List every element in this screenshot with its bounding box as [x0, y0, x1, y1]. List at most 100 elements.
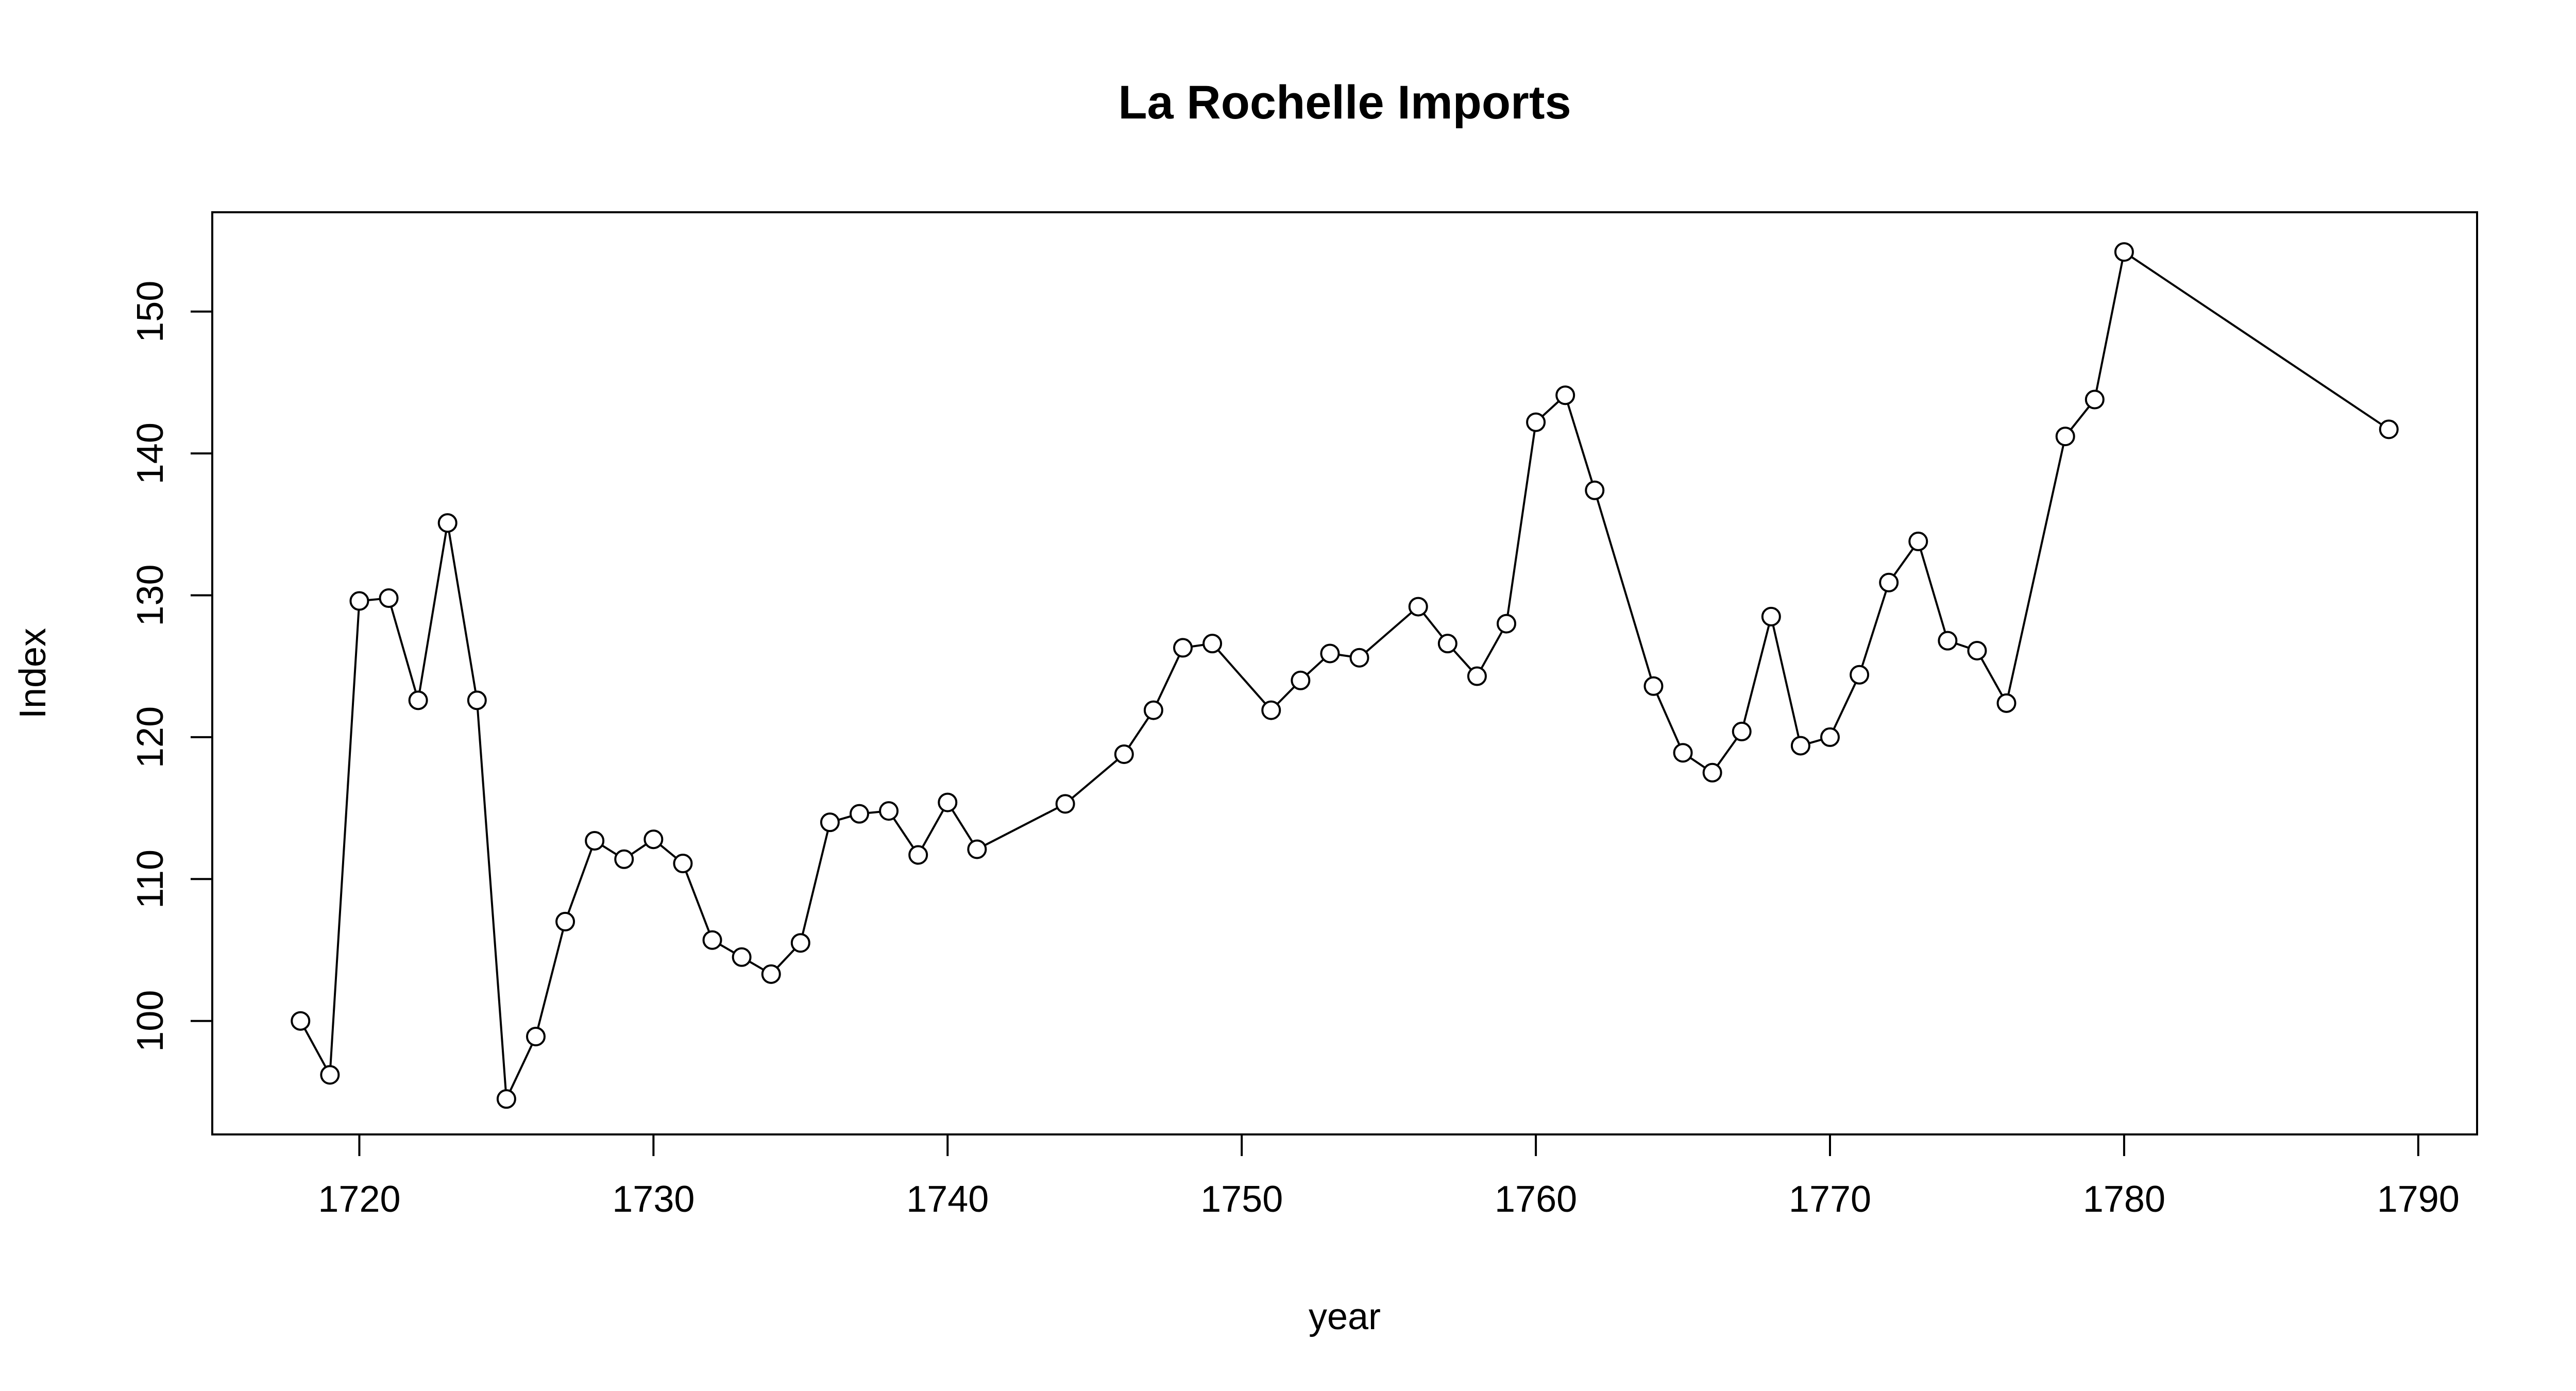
data-point	[1879, 572, 1899, 592]
data-point	[1320, 643, 1340, 664]
series-segment	[509, 1044, 533, 1092]
series-segment	[1656, 693, 1681, 745]
data-point	[790, 933, 810, 953]
data-point	[555, 911, 575, 931]
y-axis: 100 110 120 130 140 150	[130, 281, 213, 1052]
series-segment	[1980, 657, 2003, 696]
data-point	[1761, 606, 1781, 626]
series-segment	[659, 844, 677, 859]
data-point	[908, 845, 928, 865]
series-segment	[1808, 738, 1822, 744]
data-point	[702, 930, 722, 950]
data-point	[379, 588, 399, 608]
data-point	[585, 830, 605, 851]
series-segment	[2007, 445, 2065, 695]
series-segment	[921, 809, 944, 848]
series-segment	[1191, 643, 1204, 648]
x-tick-label: 1760	[1495, 1179, 1577, 1220]
y-tick-label: 140	[130, 422, 171, 484]
series-segment	[776, 948, 795, 969]
series-segment	[749, 960, 765, 971]
series-segment	[390, 606, 417, 692]
series-segment	[1156, 655, 1180, 703]
data-point	[408, 690, 428, 710]
series-segment	[1338, 653, 1351, 658]
data-point	[1497, 614, 1516, 634]
series-segment	[1217, 649, 1266, 705]
data-point	[1673, 743, 1693, 763]
data-point	[320, 1065, 340, 1085]
data-point	[2114, 242, 2134, 262]
data-point	[1349, 648, 1369, 668]
series-segment	[2070, 405, 2090, 431]
x-tick-label: 1770	[1789, 1179, 1871, 1220]
y-tick-label: 150	[130, 281, 171, 343]
data-point	[2084, 389, 2105, 410]
series-segment	[303, 1028, 327, 1068]
series-segment	[1452, 649, 1472, 671]
y-tick-label: 130	[130, 564, 171, 626]
series-segment	[1716, 738, 1738, 767]
data-point	[1408, 597, 1428, 617]
data-point	[1820, 727, 1840, 747]
data-point	[614, 849, 634, 869]
data-point	[1790, 736, 1810, 756]
series-segment	[631, 843, 647, 855]
data-point	[1437, 634, 1458, 654]
x-tick-label: 1720	[318, 1179, 400, 1220]
x-tick-label: 1750	[1200, 1179, 1283, 1220]
series-segment	[868, 810, 880, 814]
series-segment	[567, 849, 593, 914]
series-segment	[448, 531, 477, 692]
series-segment	[1422, 613, 1443, 638]
plot-frame	[211, 211, 2478, 1135]
data-point	[967, 839, 987, 859]
data-point	[1643, 676, 1664, 696]
data-point	[1173, 638, 1193, 658]
series-segment	[951, 809, 974, 843]
series-segment	[418, 531, 447, 692]
data-point	[1202, 634, 1223, 654]
data-point	[1908, 531, 1928, 551]
data-point	[1732, 721, 1752, 741]
data-point	[437, 513, 457, 533]
data-point	[1555, 385, 1575, 405]
data-point	[1850, 665, 1870, 685]
data-point	[761, 964, 781, 984]
data-point	[1143, 700, 1163, 720]
data-point	[526, 1026, 546, 1046]
data-point	[1055, 794, 1075, 814]
series-segment	[1920, 549, 1946, 633]
series-segment	[1567, 403, 1594, 483]
series	[291, 242, 2399, 1109]
y-axis-label: Index	[12, 628, 54, 719]
series-segment	[1541, 400, 1560, 417]
series-segment	[1772, 624, 1800, 738]
series-segment	[719, 943, 735, 954]
series-segment	[984, 807, 1058, 846]
x-tick-label: 1740	[906, 1179, 989, 1220]
y-tick-label: 120	[130, 706, 171, 768]
series-segment	[368, 598, 380, 601]
series-segment	[2095, 260, 2124, 392]
data-point	[2379, 419, 2399, 439]
series-segment	[477, 709, 507, 1091]
series-segment	[1893, 548, 1914, 576]
series-segment	[1833, 682, 1857, 730]
series-segment	[1861, 590, 1887, 667]
series-segment	[537, 929, 564, 1029]
data-point	[820, 812, 840, 833]
data-point	[643, 829, 664, 850]
series-segment	[1365, 612, 1413, 653]
data-point	[673, 854, 693, 874]
x-axis: 1720 1730 1740 1750 1760 1770 1780 1790	[318, 1133, 2460, 1220]
series-segment	[801, 830, 829, 935]
series-segment	[685, 871, 710, 932]
data-point	[879, 801, 899, 821]
series-segment	[1071, 759, 1118, 799]
series-segment	[1306, 658, 1325, 675]
data-point	[1996, 693, 2016, 713]
data-point	[850, 804, 869, 824]
series-segment	[2130, 256, 2382, 426]
series-segment	[1128, 717, 1150, 748]
